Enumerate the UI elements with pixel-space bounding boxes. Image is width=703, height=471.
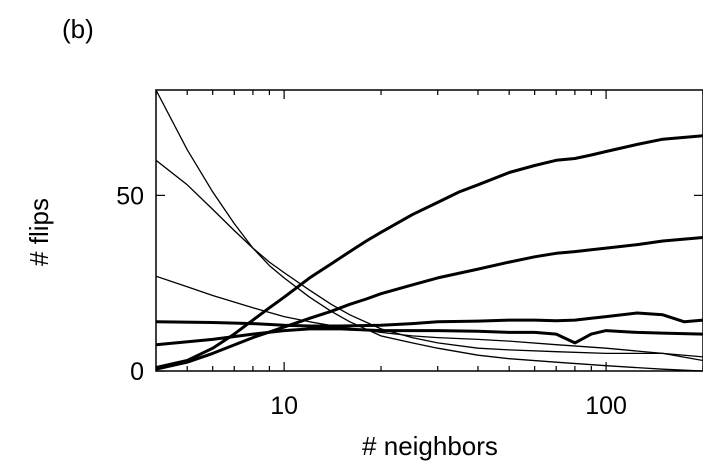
x-tick-label: 10: [270, 392, 298, 420]
panel-label: (b): [62, 14, 94, 44]
plot-frame: [155, 89, 703, 372]
series-line-6: [156, 159, 703, 362]
plot-area: [155, 89, 703, 372]
series-line-1: [156, 134, 703, 369]
y-tick-label: 0: [130, 358, 144, 386]
series-layer: [156, 90, 703, 371]
x-axis-label: # neighbors: [362, 431, 498, 461]
x-tick-label: 100: [585, 392, 627, 420]
series-line-7: [156, 275, 703, 358]
tick-layer: 10 100 0 50: [116, 90, 703, 420]
series-line-4: [156, 327, 703, 347]
y-tick-label: 50: [116, 182, 144, 210]
series-line-5: [156, 90, 703, 371]
y-axis-label: # flips: [24, 198, 54, 266]
series-line-3: [156, 311, 703, 328]
